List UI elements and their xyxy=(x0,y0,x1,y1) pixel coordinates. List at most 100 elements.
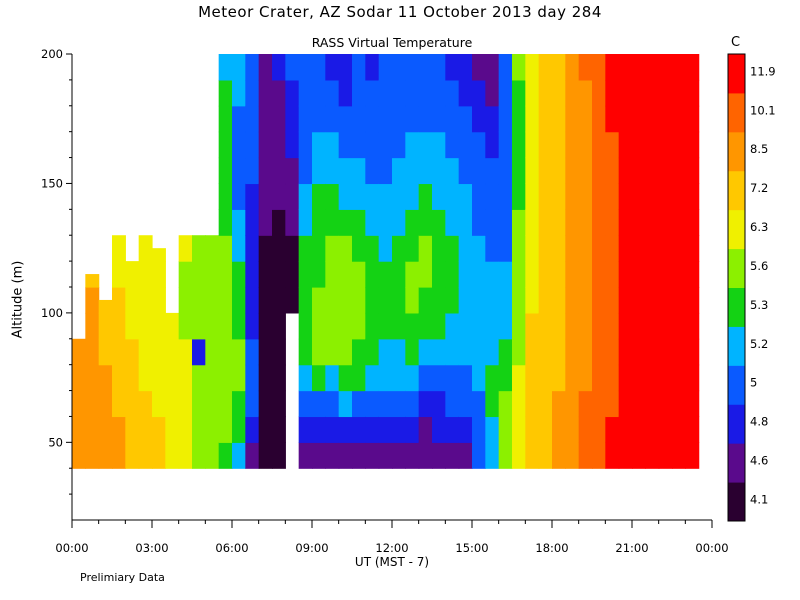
heatmap-cell xyxy=(632,157,646,185)
heatmap-cell xyxy=(592,287,606,314)
x-tick-label: 12:00 xyxy=(375,541,408,555)
heatmap-cell xyxy=(205,364,220,392)
heatmap-cell xyxy=(445,364,460,392)
heatmap-cell xyxy=(538,416,553,443)
heatmap-cell xyxy=(632,287,646,314)
heatmap-cell xyxy=(645,364,660,392)
heatmap-cell xyxy=(338,183,353,210)
x-tick-label: 06:00 xyxy=(215,541,248,555)
heatmap-cell xyxy=(245,235,260,262)
heatmap-cell xyxy=(125,261,140,288)
heatmap-cell xyxy=(405,157,420,185)
heatmap-cell xyxy=(312,183,326,210)
heatmap-cell xyxy=(152,312,166,340)
heatmap-cell xyxy=(232,235,246,262)
heatmap-cell xyxy=(232,54,246,81)
heatmap-cell xyxy=(538,183,553,210)
heatmap-cell xyxy=(458,312,473,340)
heatmap-cell xyxy=(258,131,273,159)
heatmap-cell xyxy=(645,209,660,236)
heatmap-cell xyxy=(205,261,220,288)
heatmap-cell xyxy=(405,338,420,366)
heatmap-cell xyxy=(592,183,606,210)
heatmap-cell xyxy=(392,131,406,159)
heatmap-cell xyxy=(312,261,326,288)
heatmap-cell xyxy=(565,390,580,418)
heatmap-cell xyxy=(232,364,246,392)
heatmap-cell xyxy=(578,131,593,159)
heatmap-cell xyxy=(418,105,433,133)
heatmap-cell xyxy=(298,54,313,81)
heatmap-cell xyxy=(458,235,473,262)
heatmap-cell xyxy=(272,390,286,418)
heatmap-cell xyxy=(352,312,366,340)
heatmap-cell xyxy=(552,183,566,210)
heatmap-cell xyxy=(258,338,273,366)
heatmap-cell xyxy=(325,338,340,366)
heatmap-cell xyxy=(85,338,100,366)
heatmap-cell xyxy=(472,261,486,288)
heatmap-cell xyxy=(432,209,446,236)
heatmap-cell xyxy=(405,312,420,340)
heatmap-cell xyxy=(632,364,646,392)
heatmap-cell xyxy=(578,442,593,469)
heatmap-cell xyxy=(312,287,326,314)
heatmap-cell xyxy=(432,261,446,288)
heatmap-cell xyxy=(405,261,420,288)
heatmap-cell xyxy=(485,364,500,392)
heatmap-cell xyxy=(125,338,140,366)
heatmap-cell xyxy=(338,209,353,236)
colorbar-swatch xyxy=(728,404,745,444)
heatmap-cell xyxy=(605,157,620,185)
heatmap-cell xyxy=(165,442,180,469)
heatmap-cell xyxy=(258,287,273,314)
heatmap-cell xyxy=(298,79,313,107)
heatmap-cell xyxy=(485,287,500,314)
heatmap-cell xyxy=(458,183,473,210)
heatmap-cell xyxy=(685,183,700,210)
heatmap-cell xyxy=(272,209,286,236)
heatmap-cell xyxy=(432,312,446,340)
heatmap-cell xyxy=(325,79,340,107)
heatmap-cell xyxy=(218,364,233,392)
heatmap-cell xyxy=(245,390,260,418)
heatmap-cell xyxy=(418,157,433,185)
heatmap-cell xyxy=(658,183,673,210)
colorbar-swatch xyxy=(728,365,745,405)
heatmap-cell xyxy=(485,157,500,185)
heatmap-cell xyxy=(658,364,673,392)
heatmap-cell xyxy=(458,131,473,159)
heatmap-cell xyxy=(525,54,540,81)
heatmap-cell xyxy=(325,157,340,185)
heatmap-cell xyxy=(458,338,473,366)
heatmap-cell xyxy=(458,54,473,81)
heatmap-cell xyxy=(605,416,620,443)
heatmap-cell xyxy=(512,312,526,340)
heatmap-cell xyxy=(392,79,406,107)
heatmap-cell xyxy=(485,235,500,262)
heatmap-cell xyxy=(272,157,286,185)
heatmap-cell xyxy=(578,390,593,418)
heatmap-cell xyxy=(405,131,420,159)
heatmap-cell xyxy=(312,209,326,236)
heatmap-cell xyxy=(578,157,593,185)
heatmap-cell xyxy=(192,338,206,366)
heatmap-cell xyxy=(312,338,326,366)
colorbar-swatch xyxy=(728,54,745,94)
heatmap-cell xyxy=(458,287,473,314)
heatmap-cell xyxy=(192,261,206,288)
heatmap-cell xyxy=(485,79,500,107)
heatmap-cell xyxy=(618,338,633,366)
heatmap-cell xyxy=(592,261,606,288)
heatmap-cell xyxy=(285,235,300,262)
heatmap-cell xyxy=(352,183,366,210)
heatmap-cell xyxy=(472,183,486,210)
heatmap-cell xyxy=(325,364,340,392)
heatmap-cell xyxy=(645,131,660,159)
heatmap-cell xyxy=(485,261,500,288)
heatmap-cell xyxy=(338,442,353,469)
heatmap-cell xyxy=(658,209,673,236)
heatmap-cell xyxy=(232,131,246,159)
heatmap-cell xyxy=(178,416,193,443)
heatmap-cell xyxy=(178,364,193,392)
